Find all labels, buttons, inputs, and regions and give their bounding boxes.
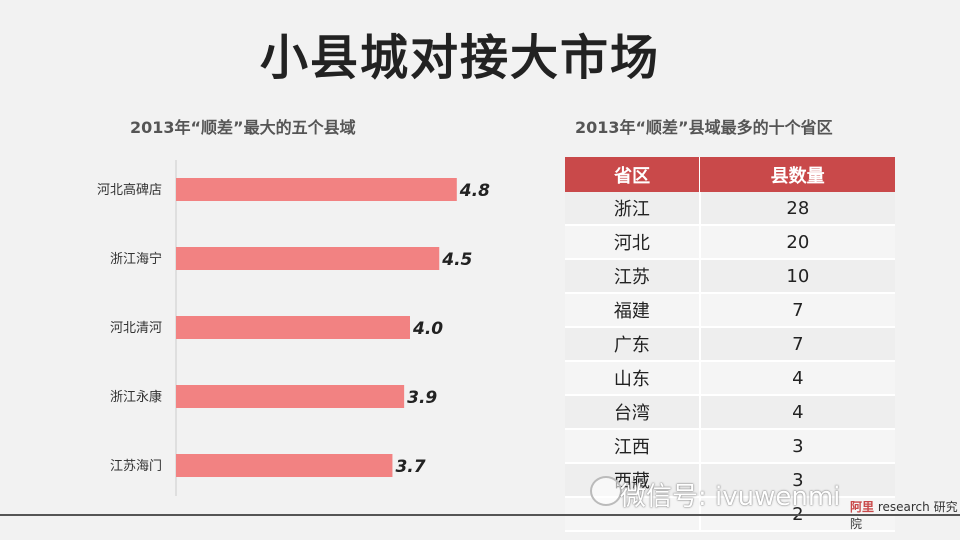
table-header-count: 县数量 (699, 157, 895, 192)
province-cell: 河北 (565, 225, 701, 260)
wechat-icon (590, 476, 622, 506)
count-cell: 7 (699, 327, 895, 362)
value-label: 4.0 (412, 319, 443, 339)
value-label: 3.9 (407, 388, 437, 408)
research-logo: 阿里 research 研究院 (850, 498, 960, 532)
table-row: 山东 4 (565, 361, 895, 396)
bar (176, 316, 410, 339)
table-row: 台湾 4 (565, 395, 895, 430)
table-row: 广东 7 (565, 327, 895, 362)
category-label: 浙江永康 (110, 389, 162, 405)
table-header-province: 省区 (565, 157, 701, 192)
chart-subtitle: 2013年“顺差”最大的五个县域 (130, 118, 356, 137)
bar-chart: 河北高碑店 4.8 浙江海宁 4.5 河北清河 4.0 浙江永康 3.9 江苏海门 3.7 (97, 160, 490, 496)
province-cell: 山东 (565, 361, 701, 396)
province-cell: 广东 (565, 327, 701, 362)
count-cell: 3 (699, 429, 895, 464)
province-cell: 西藏 (565, 463, 701, 498)
category-label: 河北清河 (110, 321, 162, 336)
footer-divider (0, 514, 960, 516)
bar (176, 178, 457, 201)
count-cell: 4 (699, 361, 895, 396)
table-row: 西藏 3 (565, 463, 895, 498)
category-label: 河北高碑店 (97, 182, 162, 198)
province-cell: 江西 (565, 429, 701, 464)
table-row: 江苏 10 (565, 259, 895, 294)
bar (176, 247, 440, 270)
table-row: 福建 7 (565, 293, 895, 328)
count-cell: 4 (699, 395, 895, 430)
value-label: 4.5 (441, 250, 472, 270)
table-row: 浙江 28 (565, 192, 895, 226)
count-cell: 3 (699, 463, 895, 498)
table-row: 江西 3 (565, 429, 895, 464)
value-label: 3.7 (395, 457, 425, 477)
table-row: 河北 20 (565, 225, 895, 260)
province-cell: 台湾 (565, 395, 701, 430)
page-title: 小县城对接大市场 (259, 30, 660, 86)
province-cell: 福建 (565, 293, 701, 328)
province-cell: 江苏 (565, 259, 701, 294)
logo-brand: 阿里 (850, 500, 875, 514)
category-label: 浙江海宁 (110, 251, 162, 267)
category-label: 江苏海门 (110, 458, 162, 474)
bar (176, 454, 393, 477)
province-table: 省区 县数量 浙江28河北20江苏10福建7广东7山东4台湾4江西3西藏32 (565, 157, 895, 532)
table-subtitle: 2013年“顺差”县域最多的十个省区 (575, 118, 833, 137)
bar (176, 385, 405, 408)
province-cell: 浙江 (565, 192, 701, 226)
count-cell: 28 (699, 192, 895, 226)
value-label: 4.8 (459, 181, 490, 201)
logo-text: research 研究院 (850, 500, 958, 531)
count-cell: 10 (699, 259, 895, 294)
watermark-text: 微信号: ivuwenmi (620, 482, 841, 512)
count-cell: 7 (699, 293, 895, 328)
count-cell: 20 (699, 225, 895, 260)
